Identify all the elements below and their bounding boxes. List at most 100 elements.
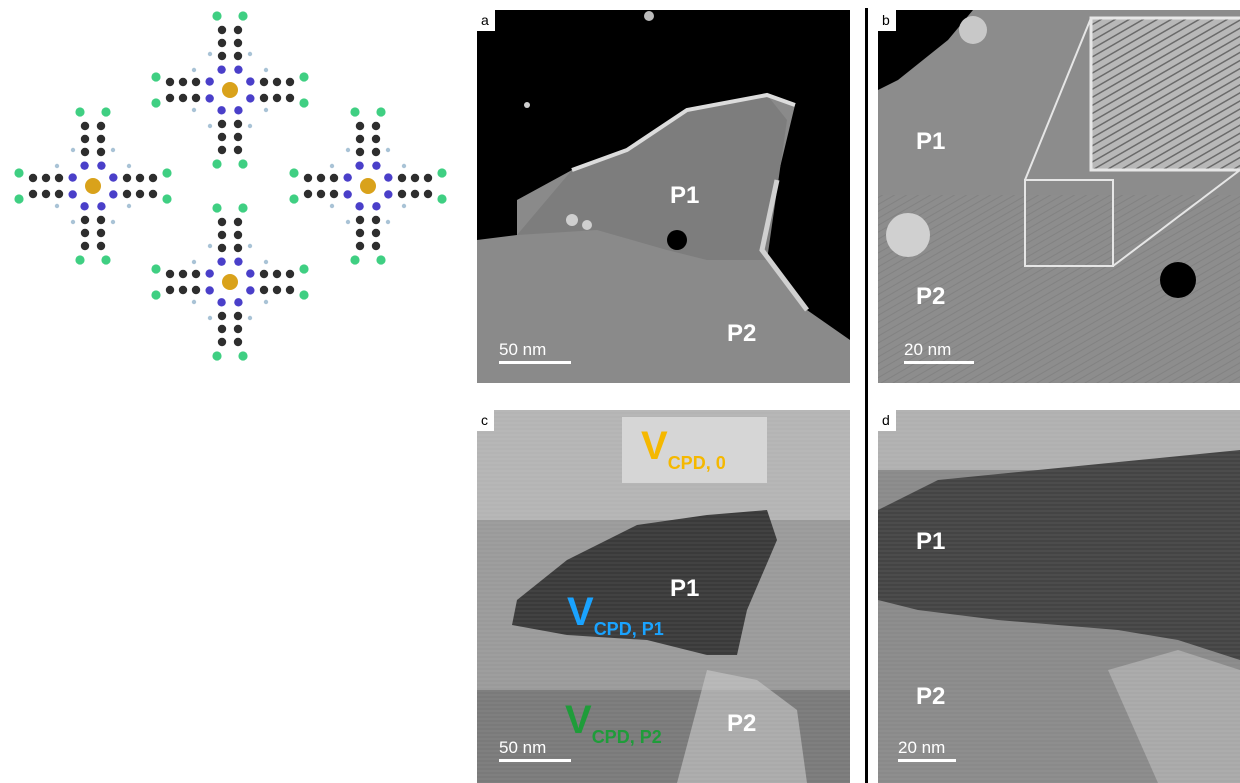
nitrogen-atom — [246, 77, 255, 86]
nitrogen-atom — [234, 65, 243, 74]
chlorine-atom — [299, 72, 309, 82]
carbon-atom — [371, 228, 381, 238]
carbon-atom — [217, 243, 227, 253]
vcpd-p1-sub: CPD, P1 — [593, 619, 664, 639]
carbon-atom — [355, 215, 365, 225]
carbon-atom — [80, 241, 90, 251]
metal-atom — [222, 274, 238, 290]
carbon-atom — [41, 189, 51, 199]
nitrogen-atom — [343, 190, 352, 199]
carbon-atom — [217, 38, 227, 48]
nitrogen-atom — [217, 106, 226, 115]
carbon-atom — [191, 285, 201, 295]
chlorine-atom — [212, 159, 222, 169]
carbon-atom — [355, 134, 365, 144]
hydrogen-atom — [385, 219, 391, 225]
carbon-atom — [122, 173, 132, 183]
carbon-atom — [272, 269, 282, 279]
chlorine-atom — [437, 194, 447, 204]
nitrogen-atom — [234, 106, 243, 115]
carbon-atom — [397, 173, 407, 183]
carbon-atom — [96, 147, 106, 157]
carbon-atom — [165, 77, 175, 87]
carbon-atom — [80, 147, 90, 157]
hydrogen-atom — [191, 107, 197, 113]
carbon-atom — [41, 173, 51, 183]
hydrogen-atom — [110, 147, 116, 153]
carbon-atom — [233, 243, 243, 253]
nitrogen-atom — [205, 77, 214, 86]
nitrogen-atom — [355, 161, 364, 170]
carbon-atom — [371, 147, 381, 157]
metal-atom — [222, 82, 238, 98]
carbon-atom — [54, 173, 64, 183]
nitrogen-atom — [109, 190, 118, 199]
carbon-atom — [272, 285, 282, 295]
molecule-diagram — [14, 11, 447, 361]
scale-bar: 20 nm — [904, 340, 974, 364]
chlorine-atom — [151, 290, 161, 300]
nitrogen-atom — [246, 269, 255, 278]
label-p2: P2 — [727, 710, 757, 737]
carbon-atom — [303, 173, 313, 183]
nitrogen-atom — [97, 202, 106, 211]
carbon-atom — [355, 241, 365, 251]
carbon-atom — [135, 173, 145, 183]
chlorine-atom — [14, 194, 24, 204]
carbon-atom — [148, 173, 158, 183]
carbon-atom — [191, 77, 201, 87]
hydrogen-atom — [329, 203, 335, 209]
vcpd-p2-label: VCPD, P2 — [565, 698, 662, 747]
panel-d-kpfm-map: d P1 P2 20 nm — [878, 410, 1240, 783]
metal-atom — [85, 178, 101, 194]
chlorine-atom — [151, 72, 161, 82]
chlorine-atom — [289, 194, 299, 204]
carbon-atom — [165, 93, 175, 103]
hydrogen-atom — [263, 107, 269, 113]
nitrogen-atom — [80, 202, 89, 211]
nitrogen-atom — [205, 286, 214, 295]
chlorine-atom — [75, 107, 85, 117]
carbon-atom — [233, 25, 243, 35]
chlorine-atom — [151, 264, 161, 274]
carbon-atom — [96, 241, 106, 251]
vcpd-0-label: VCPD, 0 — [641, 424, 726, 473]
chlorine-atom — [101, 107, 111, 117]
carbon-atom — [316, 189, 326, 199]
carbon-atom — [54, 189, 64, 199]
vcpd-p1-main: V — [567, 590, 594, 634]
hydrogen-atom — [110, 219, 116, 225]
chlorine-atom — [212, 203, 222, 213]
scale-bar-line — [499, 759, 571, 762]
chlorine-atom — [238, 11, 248, 21]
nitrogen-atom — [217, 298, 226, 307]
carbon-atom — [272, 93, 282, 103]
carbon-atom — [355, 147, 365, 157]
carbon-atom — [217, 132, 227, 142]
nitrogen-atom — [246, 94, 255, 103]
chlorine-atom — [14, 168, 24, 178]
hydrogen-atom — [191, 299, 197, 305]
nitrogen-atom — [217, 257, 226, 266]
carbon-atom — [423, 189, 433, 199]
hydrogen-atom — [345, 147, 351, 153]
panel-divider — [865, 8, 868, 783]
chlorine-atom — [376, 255, 386, 265]
chlorine-atom — [162, 168, 172, 178]
carbon-atom — [217, 217, 227, 227]
carbon-atom — [122, 189, 132, 199]
carbon-atom — [233, 337, 243, 347]
carbon-atom — [28, 189, 38, 199]
carbon-atom — [329, 173, 339, 183]
carbon-atom — [80, 134, 90, 144]
vcpd-p2-sub: CPD, P2 — [591, 727, 662, 747]
nitrogen-atom — [97, 161, 106, 170]
carbon-atom — [259, 77, 269, 87]
hydrogen-atom — [263, 67, 269, 73]
nitrogen-atom — [217, 65, 226, 74]
carbon-atom — [96, 215, 106, 225]
carbon-atom — [259, 285, 269, 295]
label-p1: P1 — [670, 182, 700, 209]
hydrogen-atom — [401, 203, 407, 209]
nitrogen-atom — [68, 173, 77, 182]
